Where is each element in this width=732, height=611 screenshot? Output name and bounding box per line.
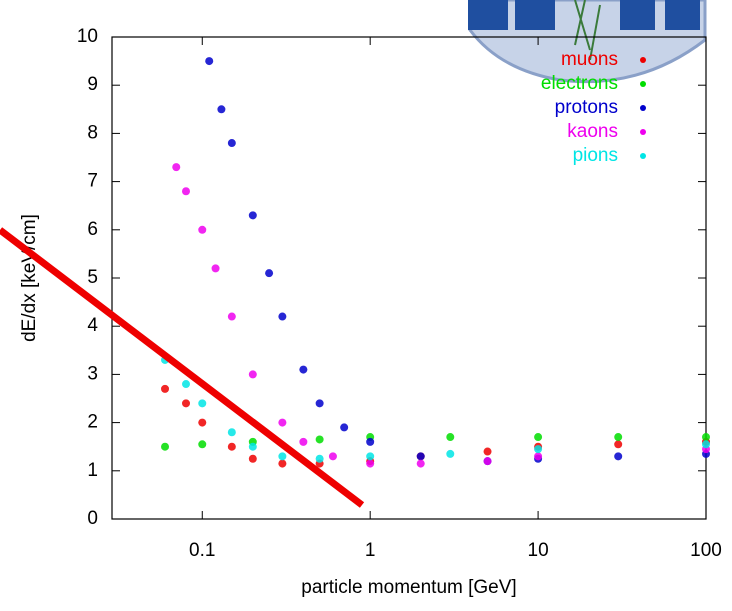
x-tick-label: 1 [365,540,376,561]
point [172,163,181,172]
point [340,423,349,432]
point [198,418,207,427]
point [198,440,207,449]
point [278,459,287,468]
point [315,435,324,444]
point [278,452,287,461]
point [366,452,375,461]
x-tick-label: 10 [528,540,549,561]
point [181,187,190,196]
legend-marker [640,57,646,63]
y-tick-label: 8 [87,122,98,143]
point [161,442,170,451]
point [248,442,257,451]
x-axis-label: particle momentum [GeV] [301,577,516,598]
x-tick-label: 0.1 [189,540,215,561]
point [328,452,337,461]
point [534,445,543,454]
point [299,437,308,446]
legend-label: kaons [567,121,618,142]
point [446,449,455,458]
y-tick-label: 7 [87,171,98,192]
point [227,312,236,321]
plot [161,57,710,468]
point [161,384,170,393]
legend-marker [640,105,646,111]
legend-label: electrons [541,73,618,94]
y-tick-label: 5 [87,267,98,288]
y-axis-label: dE/dx [keV/cm] [19,214,40,342]
y-tick-label: 10 [77,26,98,47]
point [198,399,207,408]
point [227,139,236,148]
point [265,269,274,278]
y-tick-label: 0 [87,508,98,529]
point [198,225,207,234]
point [446,433,455,442]
point [315,399,324,408]
point [248,454,257,463]
y-tick-label: 2 [87,412,98,433]
point [217,105,226,114]
legend-label: pions [573,145,618,166]
legend-marker [640,81,646,87]
point [614,433,623,442]
point [702,440,710,449]
legend-label: muons [561,49,618,70]
point [227,428,236,437]
point [614,452,623,461]
point [315,454,324,463]
point [416,452,425,461]
y-tick-label: 4 [87,315,98,336]
point [534,452,543,461]
point [534,433,543,442]
point [366,459,375,468]
point [227,442,236,451]
y-tick-label: 1 [87,460,98,481]
annotation-line [0,227,365,508]
x-tick-label: 100 [690,540,722,561]
logo [468,0,707,84]
point [416,459,425,468]
point [248,370,257,379]
legend-marker [640,129,646,135]
point [205,57,214,66]
point [614,440,623,449]
legend-marker [640,153,646,159]
point [248,211,257,220]
y-tick-label: 9 [87,74,98,95]
point [278,312,287,321]
point [366,437,375,446]
point [211,264,220,273]
legend-label: protons [555,97,618,118]
point [702,433,710,442]
point [483,447,492,456]
point [483,457,492,466]
point [299,365,308,374]
point [181,380,190,389]
y-tick-label: 6 [87,219,98,240]
y-tick-label: 3 [87,363,98,384]
point [278,418,287,427]
point [181,399,190,408]
